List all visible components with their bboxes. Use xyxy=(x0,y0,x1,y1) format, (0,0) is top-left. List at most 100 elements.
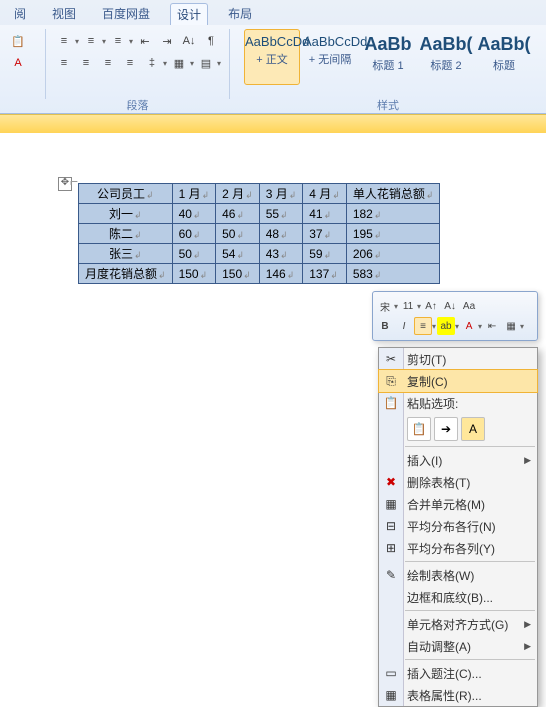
table-cell[interactable]: 月度花销总额↲ xyxy=(79,264,173,284)
tab-baidu[interactable]: 百度网盘 xyxy=(96,3,156,25)
group-label-paragraph: 段落 xyxy=(46,97,229,113)
table-header-cell[interactable]: 公司员工↲ xyxy=(79,184,173,204)
table-cell[interactable]: 刘一↲ xyxy=(79,204,173,224)
table-cell[interactable]: 150↲ xyxy=(172,264,216,284)
bullets-icon[interactable]: ≡ xyxy=(54,31,74,51)
showmarks-icon[interactable]: ¶ xyxy=(201,31,221,51)
table-cell[interactable]: 48↲ xyxy=(259,224,303,244)
align-left-icon[interactable]: ≡ xyxy=(54,53,74,73)
pencil-icon: ✎ xyxy=(383,567,399,583)
align-right-icon[interactable]: ≡ xyxy=(98,53,118,73)
align-justify-icon[interactable]: ≡ xyxy=(120,53,140,73)
multilevel-icon[interactable]: ≡ xyxy=(108,31,128,51)
styles-gallery[interactable]: AaBbCcDd+ 正文AaBbCcDd+ 无间隔AaBb标题 1AaBb(标题… xyxy=(238,29,538,85)
style-item[interactable]: AaBbCcDd+ 正文 xyxy=(244,29,300,85)
ctx-dist-rows[interactable]: ⊟平均分布各行(N) xyxy=(379,515,537,537)
mini-size-icon[interactable]: 11 xyxy=(399,297,417,315)
paste-icon[interactable]: 📋 xyxy=(8,31,28,51)
ctx-separator xyxy=(405,446,535,447)
ctx-merge-cells[interactable]: ▦合并单元格(M) xyxy=(379,493,537,515)
table-cell[interactable]: 137↲ xyxy=(303,264,347,284)
ctx-autofit[interactable]: 自动调整(A)▶ xyxy=(379,635,537,657)
submenu-arrow-icon: ▶ xyxy=(524,619,531,630)
mini-highlight-icon[interactable]: ab xyxy=(437,317,455,335)
ctx-borders[interactable]: 边框和底纹(B)... xyxy=(379,586,537,608)
table-header-cell[interactable]: 2 月↲ xyxy=(216,184,260,204)
ctx-paste-options: 📋 ➔ A xyxy=(379,414,537,444)
table-cell[interactable]: 146↲ xyxy=(259,264,303,284)
tab-design[interactable]: 设计 xyxy=(170,3,208,25)
paste-text-icon[interactable]: A xyxy=(461,417,485,441)
mini-shrink-icon[interactable]: A↓ xyxy=(441,297,459,315)
indent-dec-icon[interactable]: ⇤ xyxy=(135,31,155,51)
table-cell[interactable]: 150↲ xyxy=(216,264,260,284)
ctx-insert[interactable]: 插入(I)▶ xyxy=(379,449,537,471)
table-cell[interactable]: 陈二↲ xyxy=(79,224,173,244)
ctx-insert-caption[interactable]: ▭插入题注(C)... xyxy=(379,662,537,684)
paste-keep-format-icon[interactable]: 📋 xyxy=(407,417,431,441)
sort-icon[interactable]: A↓ xyxy=(179,31,199,51)
style-item[interactable]: AaBb(标题 xyxy=(476,29,532,85)
tab-view[interactable]: 视图 xyxy=(46,3,82,25)
mini-align-icon[interactable]: ≡ xyxy=(414,317,432,335)
mini-fontcolor-icon[interactable]: A xyxy=(460,317,478,335)
ctx-draw-table[interactable]: ✎绘制表格(W) xyxy=(379,564,537,586)
table-row: 刘一↲40↲46↲55↲41↲182↲ xyxy=(79,204,440,224)
table-cell[interactable]: 182↲ xyxy=(346,204,440,224)
ctx-cell-align[interactable]: 单元格对齐方式(G)▶ xyxy=(379,613,537,635)
table-cell[interactable]: 40↲ xyxy=(172,204,216,224)
mini-bold-icon[interactable]: B xyxy=(376,317,394,335)
mini-font-icon[interactable]: 宋 xyxy=(376,297,394,315)
table-header-cell[interactable]: 4 月↲ xyxy=(303,184,347,204)
table-cell[interactable]: 583↲ xyxy=(346,264,440,284)
ctx-copy[interactable]: ⎘复制(C) xyxy=(379,370,537,392)
table-cell[interactable]: 206↲ xyxy=(346,244,440,264)
table-cell[interactable]: 41↲ xyxy=(303,204,347,224)
mini-indent-icon[interactable]: ⇤ xyxy=(483,317,501,335)
paste-merge-icon[interactable]: ➔ xyxy=(434,417,458,441)
table-cell[interactable]: 46↲ xyxy=(216,204,260,224)
indent-inc-icon[interactable]: ⇥ xyxy=(157,31,177,51)
ribbon-tabs: 阅 视图 百度网盘 设计 布局 xyxy=(0,0,546,25)
table-header-cell[interactable]: 3 月↲ xyxy=(259,184,303,204)
style-item[interactable]: AaBbCcDd+ 无间隔 xyxy=(302,29,358,85)
table-cell[interactable]: 60↲ xyxy=(172,224,216,244)
ctx-delete-table[interactable]: ✖删除表格(T) xyxy=(379,471,537,493)
ctx-paste-options-label: 📋粘贴选项: xyxy=(379,392,537,414)
ctx-table-props[interactable]: ▦表格属性(R)... xyxy=(379,684,537,706)
table-cell[interactable]: 54↲ xyxy=(216,244,260,264)
shading-icon[interactable]: ▦ xyxy=(169,53,189,73)
table-cell[interactable]: 张三↲ xyxy=(79,244,173,264)
table-cell[interactable]: 55↲ xyxy=(259,204,303,224)
table-header-cell[interactable]: 1 月↲ xyxy=(172,184,216,204)
style-item[interactable]: AaBb(标题 2 xyxy=(418,29,474,85)
style-item[interactable]: AaBb标题 1 xyxy=(360,29,416,85)
merge-icon: ▦ xyxy=(383,496,399,512)
font-color-icon[interactable]: A xyxy=(8,53,28,73)
table-cell[interactable]: 50↲ xyxy=(216,224,260,244)
align-center-icon[interactable]: ≡ xyxy=(76,53,96,73)
borders-icon[interactable]: ▤ xyxy=(196,53,216,73)
numbering-icon[interactable]: ≡ xyxy=(81,31,101,51)
mini-border-icon[interactable]: ▦ xyxy=(502,317,520,335)
mini-italic-icon[interactable]: I xyxy=(395,317,413,335)
table-cell[interactable]: 43↲ xyxy=(259,244,303,264)
table-cell[interactable]: 195↲ xyxy=(346,224,440,244)
table-cell[interactable]: 37↲ xyxy=(303,224,347,244)
tab-review[interactable]: 阅 xyxy=(8,3,32,25)
group-styles: AaBbCcDd+ 正文AaBbCcDd+ 无间隔AaBb标题 1AaBb(标题… xyxy=(230,29,546,99)
line-spacing-icon[interactable]: ‡ xyxy=(142,53,162,73)
table-header-cell[interactable]: 单人花销总额↲ xyxy=(346,184,440,204)
table-cell[interactable]: 59↲ xyxy=(303,244,347,264)
ctx-cut[interactable]: ✂剪切(T) xyxy=(379,348,537,370)
ribbon: 阅 视图 百度网盘 设计 布局 📋 A ≡▾ ≡▾ ≡▾ ⇤ ⇥ A↓ ¶ ≡ … xyxy=(0,0,546,114)
data-table[interactable]: 公司员工↲1 月↲2 月↲3 月↲4 月↲单人花销总额↲ 刘一↲40↲46↲55… xyxy=(78,183,440,284)
table-header-row: 公司员工↲1 月↲2 月↲3 月↲4 月↲单人花销总额↲ xyxy=(79,184,440,204)
table-cell[interactable]: 50↲ xyxy=(172,244,216,264)
cut-icon: ✂ xyxy=(383,351,399,367)
ctx-dist-cols[interactable]: ⊞平均分布各列(Y) xyxy=(379,537,537,559)
mini-styles-icon[interactable]: Aa xyxy=(460,297,478,315)
mini-grow-icon[interactable]: A↑ xyxy=(422,297,440,315)
tab-layout[interactable]: 布局 xyxy=(222,3,258,25)
ctx-separator xyxy=(405,561,535,562)
